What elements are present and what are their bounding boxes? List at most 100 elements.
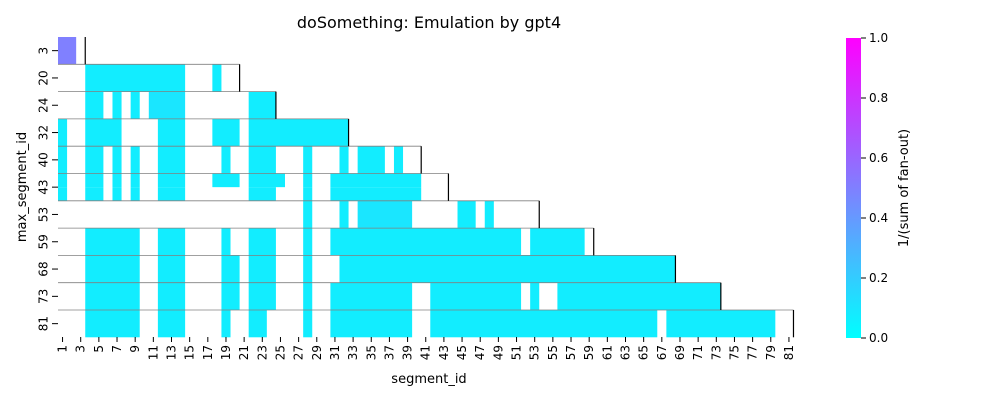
heatmap-cell bbox=[85, 282, 140, 310]
y-tick-label: 68 bbox=[37, 261, 51, 276]
y-tick-label: 3 bbox=[37, 47, 51, 55]
heatmap-cell bbox=[357, 146, 385, 174]
heatmap-cell bbox=[557, 282, 721, 310]
x-tick-label: 63 bbox=[619, 345, 633, 360]
heatmap-cell bbox=[330, 187, 422, 201]
heatmap-cell bbox=[221, 310, 231, 338]
y-tick-label: 32 bbox=[37, 125, 51, 140]
heatmap-cell bbox=[58, 187, 68, 201]
heatmap-cell bbox=[248, 310, 267, 338]
heatmap-cells bbox=[58, 37, 776, 338]
heatmap-cell bbox=[148, 91, 186, 119]
x-tick-label: 7 bbox=[110, 345, 124, 353]
heatmap-cell bbox=[430, 282, 522, 310]
x-tick-label: 21 bbox=[237, 345, 251, 360]
x-axis-label: segment_id bbox=[391, 372, 466, 387]
heatmap-cell bbox=[248, 173, 285, 188]
heatmap-cell bbox=[530, 282, 540, 310]
heatmap-cell bbox=[303, 200, 313, 229]
heatmap-cell bbox=[157, 282, 186, 310]
x-tick-label: 59 bbox=[582, 345, 596, 360]
y-tick-label: 73 bbox=[37, 289, 51, 304]
heatmap-cell bbox=[339, 255, 676, 283]
x-tick-label: 23 bbox=[255, 345, 269, 360]
x-axis-ticks: 1 3 5 7 9 11 13 15 17 19 21 23 25 27 29 31 33 35 37 39 41 43 4… bbox=[56, 337, 796, 360]
heatmap-cell bbox=[157, 187, 186, 201]
heatmap-cell bbox=[430, 310, 658, 338]
y-tick-label: 43 bbox=[37, 180, 51, 195]
x-tick-label: 31 bbox=[328, 345, 342, 360]
heatmap-cell bbox=[212, 64, 222, 92]
heatmap-cell bbox=[303, 146, 313, 174]
heatmap-cell bbox=[112, 146, 122, 174]
heatmap-cell bbox=[157, 146, 186, 174]
x-tick-label: 39 bbox=[401, 345, 415, 360]
diagonal-marks bbox=[84, 37, 795, 338]
colorbar-tick-label: 1.0 bbox=[869, 31, 888, 45]
heatmap-cell bbox=[303, 255, 313, 283]
heatmap-cell bbox=[58, 146, 68, 174]
colorbar-label: 1/(sum of fan-out) bbox=[897, 129, 912, 247]
x-tick-label: 69 bbox=[673, 345, 687, 360]
heatmap-cell bbox=[357, 200, 413, 229]
heatmap-cell bbox=[212, 173, 240, 188]
heatmap-cell bbox=[339, 146, 349, 174]
heatmap-cell bbox=[85, 91, 104, 119]
heatmap-cell bbox=[303, 310, 313, 338]
x-tick-label: 79 bbox=[764, 345, 778, 360]
x-tick-label: 11 bbox=[146, 345, 160, 360]
heatmap-cell bbox=[58, 173, 68, 188]
x-tick-label: 45 bbox=[455, 345, 469, 360]
heatmap-cell bbox=[330, 173, 422, 188]
heatmap-cell bbox=[248, 187, 276, 201]
x-tick-label: 43 bbox=[437, 345, 451, 360]
x-tick-label: 33 bbox=[346, 345, 360, 360]
x-tick-label: 5 bbox=[92, 345, 106, 353]
x-tick-label: 65 bbox=[637, 345, 651, 360]
x-tick-label: 1 bbox=[56, 345, 70, 353]
colorbar-tick-label: 0.6 bbox=[869, 151, 888, 165]
x-tick-label: 29 bbox=[310, 345, 324, 360]
colorbar-tick-label: 0.8 bbox=[869, 91, 888, 105]
heatmap-cell bbox=[85, 228, 140, 256]
x-tick-label: 81 bbox=[782, 345, 796, 360]
y-tick-label: 53 bbox=[37, 207, 51, 222]
heatmap-cell bbox=[85, 173, 104, 188]
heatmap-cell bbox=[85, 146, 104, 174]
colorbar-tick-label: 0.4 bbox=[869, 211, 888, 225]
heatmap-cell bbox=[303, 187, 313, 201]
heatmap-cell bbox=[85, 64, 186, 92]
x-tick-label: 9 bbox=[128, 345, 142, 353]
heatmap-cell bbox=[112, 187, 122, 201]
heatmap-cell bbox=[330, 310, 413, 338]
heatmap-cell bbox=[212, 118, 240, 147]
heatmap-cell bbox=[303, 228, 313, 256]
heatmap-cell bbox=[58, 37, 77, 65]
y-tick-label: 81 bbox=[37, 316, 51, 331]
y-axis-ticks: 3 20 24 32 40 43 53 59 68 73 81 bbox=[37, 47, 58, 331]
heatmap-cell bbox=[85, 255, 140, 283]
heatmap-cell bbox=[221, 255, 240, 283]
heatmap-cell bbox=[248, 146, 276, 174]
heatmap-cell bbox=[457, 200, 476, 229]
row-separators bbox=[58, 63, 794, 311]
heatmap-cell bbox=[248, 282, 276, 310]
heatmap-cell bbox=[221, 146, 231, 174]
heatmap-cell bbox=[130, 91, 140, 119]
heatmap-cell bbox=[157, 173, 186, 188]
heatmap-cell bbox=[112, 173, 122, 188]
x-tick-label: 35 bbox=[364, 345, 378, 360]
chart-title: doSomething: Emulation by gpt4 bbox=[297, 13, 561, 32]
heatmap-cell bbox=[130, 173, 140, 188]
heatmap-cell bbox=[248, 91, 276, 119]
x-tick-label: 37 bbox=[382, 345, 396, 360]
heatmap-cell bbox=[248, 118, 349, 147]
heatmap-cell bbox=[530, 228, 585, 256]
x-tick-label: 57 bbox=[564, 345, 578, 360]
heatmap-cell bbox=[157, 118, 186, 147]
heatmap-cell bbox=[330, 228, 522, 256]
x-tick-label: 15 bbox=[183, 345, 197, 360]
heatmap-cell bbox=[130, 146, 140, 174]
x-tick-label: 53 bbox=[528, 345, 542, 360]
